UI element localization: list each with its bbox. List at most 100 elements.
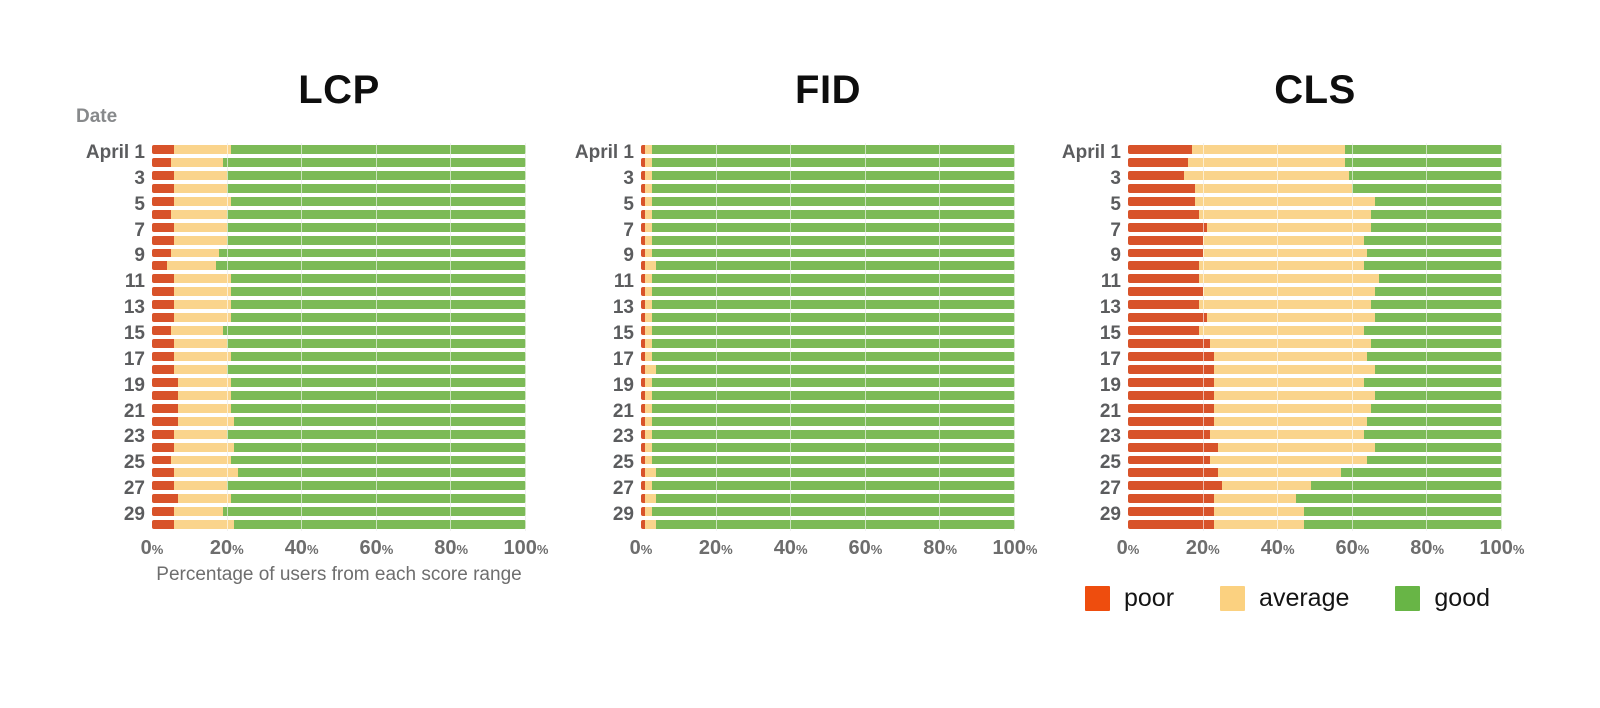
segment-good [652,442,1015,452]
date-tick-label: 7 [134,219,145,241]
date-tick-label: 7 [623,219,634,241]
segment-average [644,377,653,387]
stacked-bar [641,183,1015,193]
segment-poor [1128,209,1200,219]
segment-poor [641,274,645,284]
stacked-bar [1128,170,1502,180]
segment-poor [1128,248,1203,258]
date-tick-label [52,524,145,531]
segment-good [1371,403,1502,413]
segment-average [1195,196,1375,206]
date-tick-label: 5 [1110,193,1121,215]
bar-row [152,285,526,298]
segment-poor [641,339,645,348]
stacked-bar [641,416,1015,426]
legend-item-good: good [1395,586,1490,611]
segment-average [170,157,224,167]
stacked-bar [1128,261,1502,271]
segment-poor [641,157,645,167]
segment-good [1341,468,1502,478]
segment-good [1378,274,1502,284]
legend-label-good: good [1434,584,1491,612]
stacked-bar [641,481,1015,491]
date-tick-label: 11 [1100,271,1121,293]
date-tick-label [52,188,145,195]
segment-good [652,145,1015,154]
segment-average [644,313,653,323]
bar-row [641,208,1015,221]
segment-poor [152,300,175,310]
stacked-bar [641,429,1015,439]
segment-average [1214,403,1372,413]
date-tick-label [1028,214,1121,221]
segment-poor [641,261,645,271]
segment-good [652,222,1015,232]
segment-poor [1128,377,1215,387]
segment-poor [1128,352,1215,361]
segment-good [655,520,1015,530]
date-tick-label [541,214,634,221]
bar-row [152,247,526,260]
stacked-bar [641,403,1015,413]
segment-good [1374,196,1502,206]
legend-label-poor: poor [1124,584,1175,612]
segment-poor [152,339,175,348]
bar-row [1128,350,1502,363]
stacked-bar [1128,403,1502,413]
segment-poor [1128,455,1211,465]
segment-good [652,287,1015,297]
segment-average [644,326,653,336]
bar-row [152,143,526,156]
segment-good [238,468,526,478]
segment-poor [1128,468,1218,478]
x-axis-ticks: 0% 20% 40% 60% 80% 100% [630,537,1038,563]
segment-average [174,222,227,232]
stacked-bar [641,339,1015,348]
stacked-bar [152,429,526,439]
x-tick-label: 60% [848,537,883,559]
segment-good [652,326,1015,336]
stacked-bar [641,145,1015,154]
segment-poor [641,507,645,517]
x-axis-title: Percentage of users from each score rang… [156,564,522,585]
plot-area-cls [1128,143,1502,531]
stacked-bar [1128,455,1502,465]
date-tick-label: 23 [612,426,634,448]
segment-poor [1128,235,1203,245]
stacked-bar [152,352,526,361]
bar-row [641,389,1015,402]
stacked-bar [1128,287,1502,297]
segment-average [1214,494,1297,504]
segment-poor [152,390,179,400]
date-tick-label: 17 [612,348,634,370]
segment-good [223,326,526,336]
stacked-bar [641,274,1015,284]
segment-average [1217,468,1342,478]
segment-average [174,520,235,530]
bar-row [152,415,526,428]
stacked-bar [1128,209,1502,219]
bar-row [1128,441,1502,454]
date-tick-label: April 1 [1061,142,1121,163]
stacked-bar [152,326,526,336]
bar-row [641,402,1015,415]
x-tick-label: 80% [923,537,958,559]
stacked-bar [152,507,526,517]
segment-average [1191,145,1345,154]
segment-poor [641,455,645,465]
date-axis-labels: April 1 3 5 7 9 11 13 15 17 19 21 23 25 27 29 [541,143,634,531]
segment-average [1214,416,1368,426]
date-tick-label: 11 [613,271,634,293]
legend-item-average: average [1220,586,1349,611]
bar-row [641,337,1015,350]
bar-row [1128,208,1502,221]
segment-good [223,157,526,167]
stacked-bar [641,300,1015,310]
segment-average [1206,222,1372,232]
stacked-bar [152,468,526,478]
segment-poor [152,377,179,387]
bar-row [152,195,526,208]
segment-average [644,468,656,478]
date-tick-label [52,162,145,169]
stacked-bar [152,520,526,530]
